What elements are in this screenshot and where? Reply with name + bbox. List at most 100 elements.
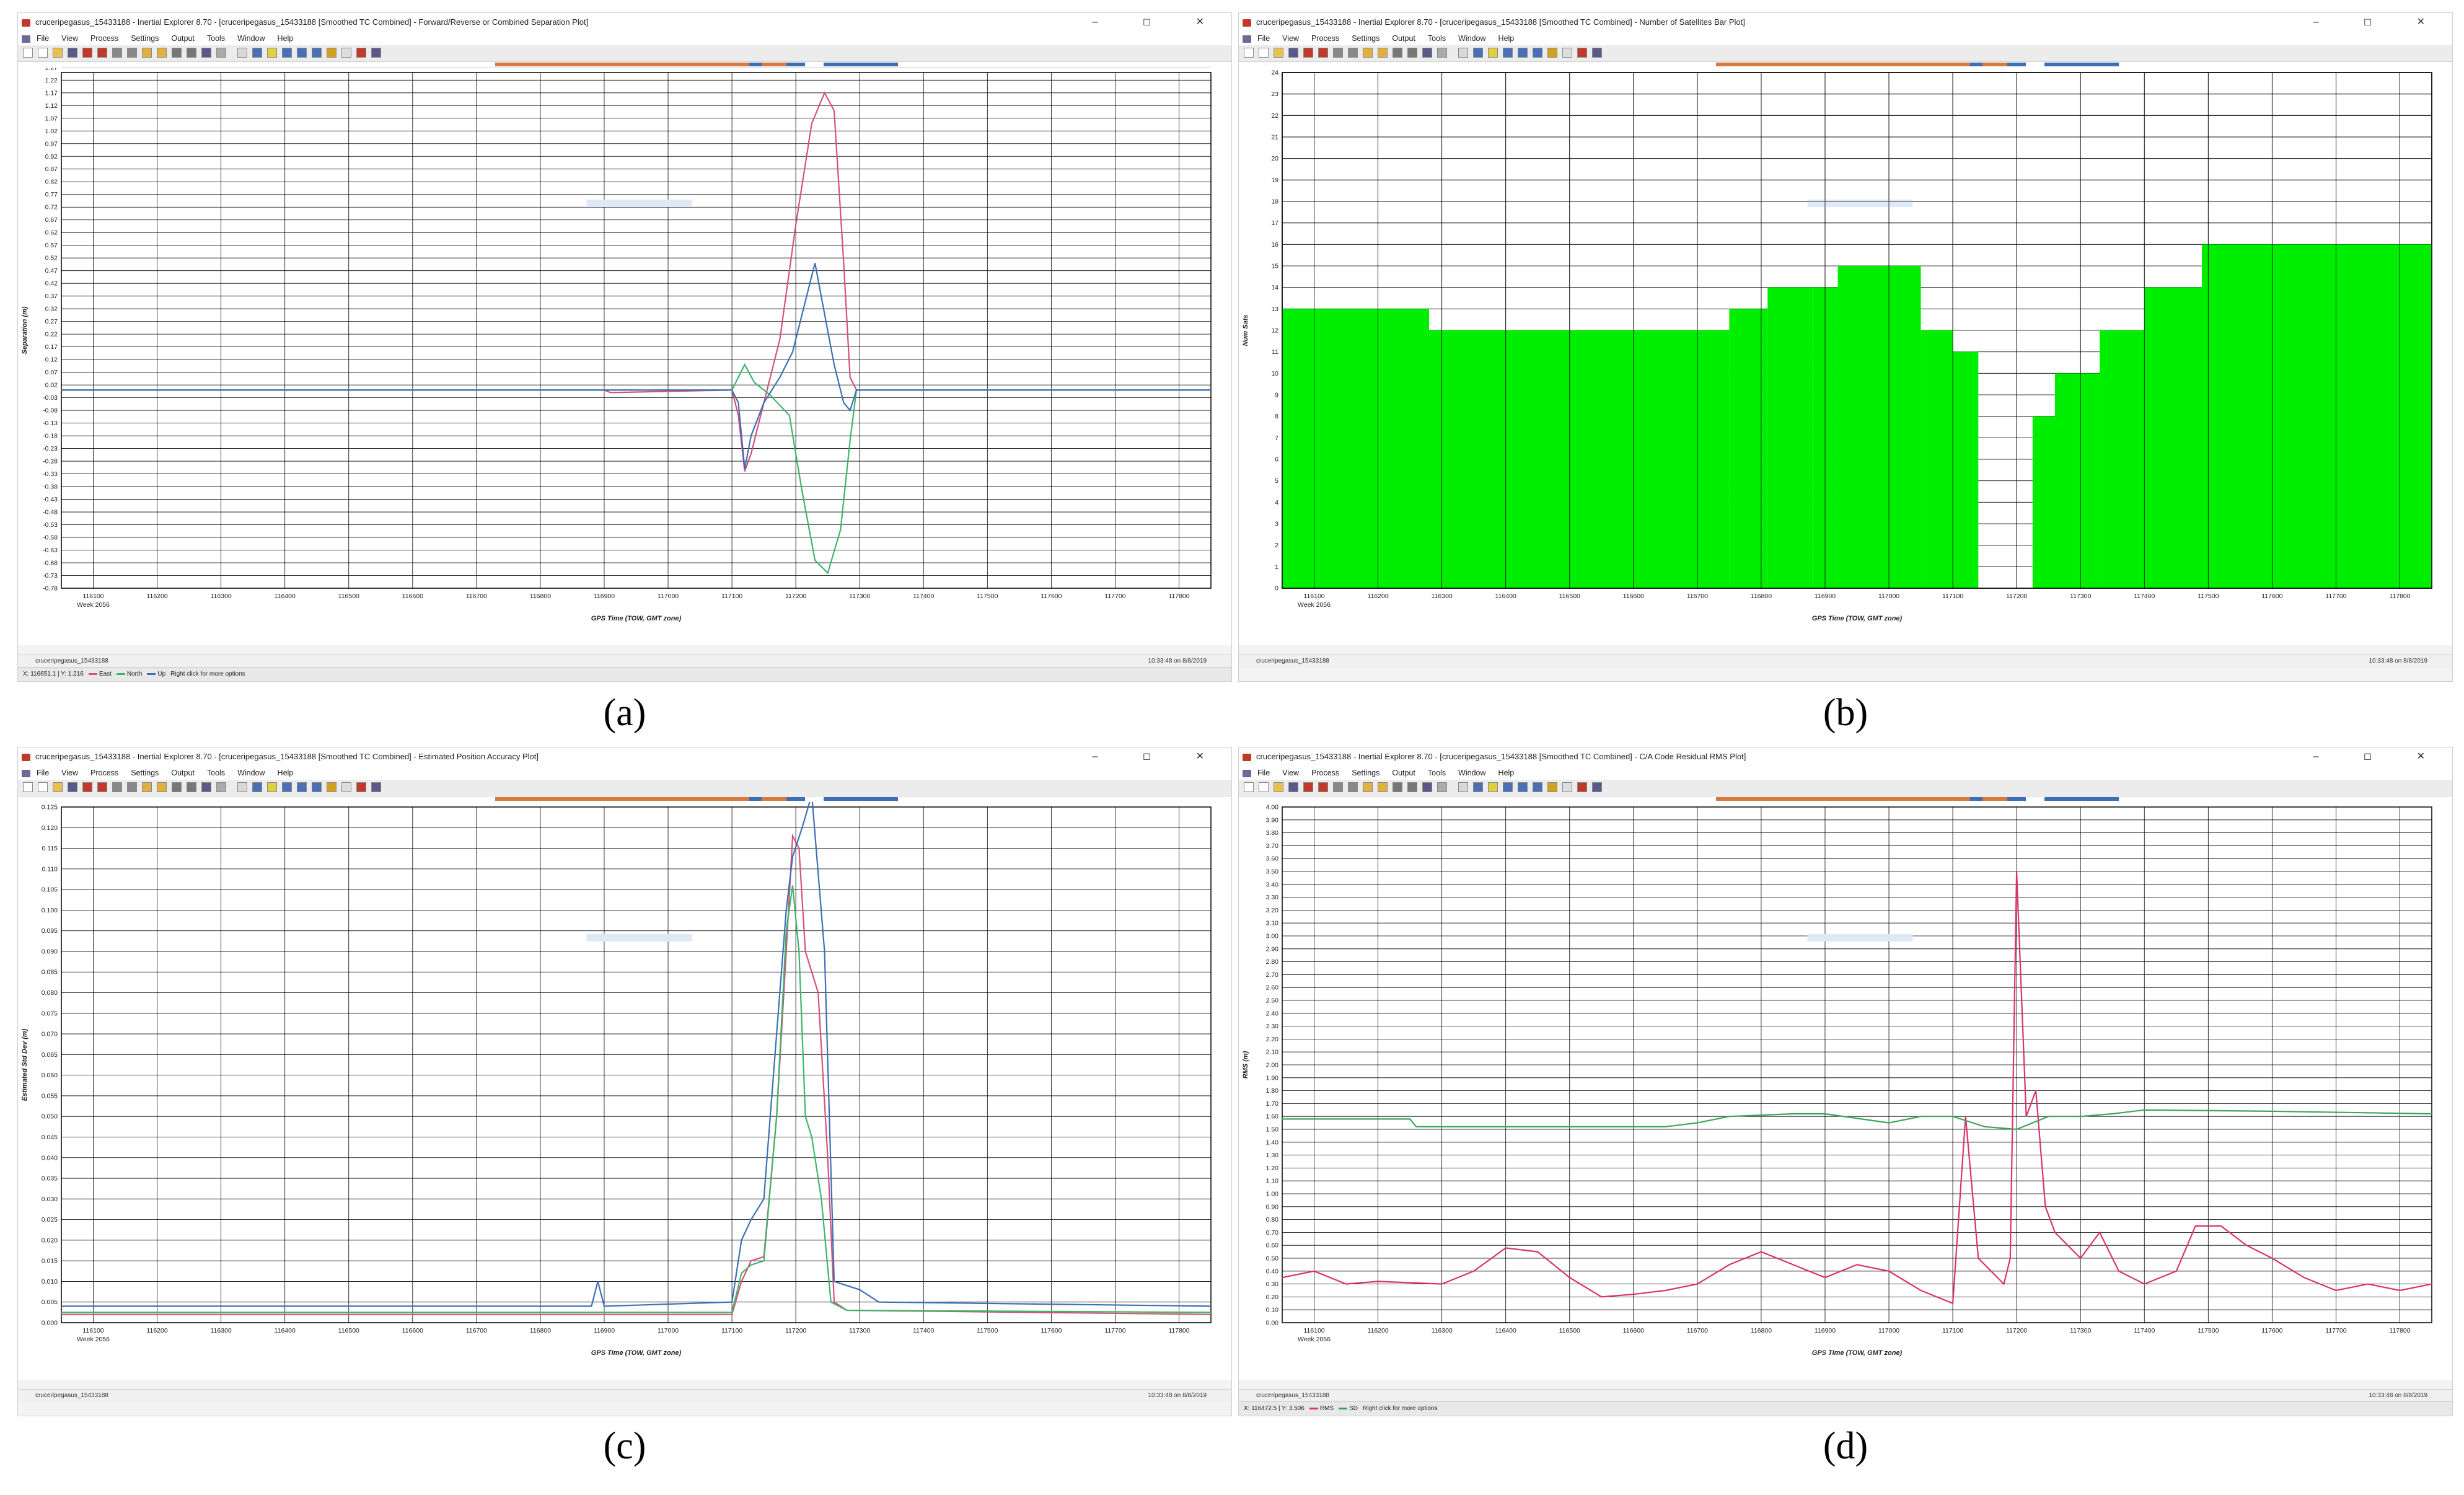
menu-settings[interactable]: Settings xyxy=(131,769,159,777)
chart-svg[interactable]: -0.78 -0.73 -0.68 -0.63 -0.58 -0.53 -0.48 -0.43… xyxy=(18,68,1233,645)
toolbar-button[interactable] xyxy=(216,782,226,792)
menu-help[interactable]: Help xyxy=(1498,34,1515,43)
menu-settings[interactable]: Settings xyxy=(131,34,159,43)
toolbar-button[interactable] xyxy=(1378,782,1388,792)
menu-settings[interactable]: Settings xyxy=(1352,769,1380,777)
toolbar-button[interactable] xyxy=(356,48,366,58)
toolbar-button[interactable] xyxy=(282,48,292,58)
menu-process[interactable]: Process xyxy=(90,34,119,43)
toolbar-button[interactable] xyxy=(1592,48,1602,58)
toolbar-button[interactable] xyxy=(82,782,92,792)
toolbar-button[interactable] xyxy=(327,782,337,792)
toolbar-button[interactable] xyxy=(1518,48,1528,58)
window-controls[interactable]: – ◻ ✕ xyxy=(1092,751,1225,762)
toolbar-button[interactable] xyxy=(312,782,322,792)
time-ruler[interactable] xyxy=(1239,796,2452,802)
menu-tools[interactable]: Tools xyxy=(206,769,226,777)
toolbar-button[interactable] xyxy=(282,782,292,792)
toolbar-button[interactable] xyxy=(1288,48,1298,58)
toolbar-button[interactable] xyxy=(1592,782,1602,792)
toolbar-button[interactable] xyxy=(1458,48,1468,58)
toolbar-button[interactable] xyxy=(53,782,63,792)
toolbar-button[interactable] xyxy=(237,782,247,792)
menu-output[interactable]: Output xyxy=(1392,769,1415,777)
toolbar-button[interactable] xyxy=(1363,48,1373,58)
toolbar-button[interactable] xyxy=(341,782,351,792)
toolbar-button[interactable] xyxy=(201,48,211,58)
toolbar-button[interactable] xyxy=(371,782,381,792)
toolbar-button[interactable] xyxy=(371,48,381,58)
toolbar-button[interactable] xyxy=(1303,782,1313,792)
toolbar-button[interactable] xyxy=(1333,782,1343,792)
toolbar-button[interactable] xyxy=(38,782,48,792)
toolbar-button[interactable] xyxy=(1473,48,1483,58)
menu-tools[interactable]: Tools xyxy=(1427,769,1446,777)
toolbar-button[interactable] xyxy=(97,782,107,792)
toolbar-button[interactable] xyxy=(53,48,63,58)
toolbar-button[interactable] xyxy=(187,782,196,792)
toolbar-button[interactable] xyxy=(1437,782,1447,792)
toolbar-button[interactable] xyxy=(1503,48,1513,58)
toolbar-button[interactable] xyxy=(172,48,182,58)
toolbar-button[interactable] xyxy=(1274,48,1283,58)
toolbar-button[interactable] xyxy=(23,782,33,792)
toolbar-button[interactable] xyxy=(201,782,211,792)
toolbar-button[interactable] xyxy=(112,782,122,792)
window-controls[interactable]: – ◻ ✕ xyxy=(1092,17,1225,27)
menu-window[interactable]: Window xyxy=(237,34,265,43)
menu-window[interactable]: Window xyxy=(1458,769,1486,777)
toolbar-button[interactable] xyxy=(1562,48,1572,58)
menu-tools[interactable]: Tools xyxy=(1427,34,1446,43)
time-ruler[interactable] xyxy=(18,796,1231,802)
menu-window[interactable]: Window xyxy=(1458,34,1486,43)
toolbar-button[interactable] xyxy=(1518,782,1528,792)
toolbar-button[interactable] xyxy=(1503,782,1513,792)
toolbar-button[interactable] xyxy=(1303,48,1313,58)
toolbar-button[interactable] xyxy=(1458,782,1468,792)
menu-view[interactable]: View xyxy=(61,769,79,777)
menu-file[interactable]: File xyxy=(1257,34,1270,43)
menu-help[interactable]: Help xyxy=(277,34,294,43)
toolbar-button[interactable] xyxy=(312,48,322,58)
chart-svg[interactable]: 0123456789101112131415161718192021222324… xyxy=(1239,68,2453,645)
menu-view[interactable]: View xyxy=(61,34,79,43)
toolbar-button[interactable] xyxy=(68,782,77,792)
toolbar-button[interactable] xyxy=(142,782,152,792)
toolbar-button[interactable] xyxy=(356,782,366,792)
toolbar-button[interactable] xyxy=(172,782,182,792)
time-ruler[interactable] xyxy=(1239,62,2452,68)
toolbar-button[interactable] xyxy=(1244,782,1254,792)
toolbar-button[interactable] xyxy=(1407,782,1417,792)
toolbar-button[interactable] xyxy=(23,48,33,58)
toolbar-button[interactable] xyxy=(1288,782,1298,792)
menu-view[interactable]: View xyxy=(1282,769,1300,777)
toolbar-button[interactable] xyxy=(1333,48,1343,58)
toolbar-button[interactable] xyxy=(157,48,167,58)
toolbar-button[interactable] xyxy=(1348,48,1358,58)
menu-window[interactable]: Window xyxy=(237,769,265,777)
toolbar-button[interactable] xyxy=(297,782,307,792)
toolbar-button[interactable] xyxy=(38,48,48,58)
toolbar-button[interactable] xyxy=(97,48,107,58)
menu-help[interactable]: Help xyxy=(277,769,294,777)
toolbar-button[interactable] xyxy=(127,782,137,792)
menu-file[interactable]: File xyxy=(1257,769,1270,777)
toolbar-button[interactable] xyxy=(1577,782,1587,792)
chart-svg[interactable]: 0.00 0.10 0.20 0.30 0.40 0.50 0.60 0.70 0.80 0.90… xyxy=(1239,802,2453,1380)
toolbar-button[interactable] xyxy=(1348,782,1358,792)
toolbar-button[interactable] xyxy=(1378,48,1388,58)
menu-output[interactable]: Output xyxy=(1392,34,1415,43)
plot-area[interactable]: 0.00 0.10 0.20 0.30 0.40 0.50 0.60 0.70 0.80 0.90… xyxy=(1239,802,2452,1380)
menu-process[interactable]: Process xyxy=(1311,769,1340,777)
window-controls[interactable]: – ◻ ✕ xyxy=(2313,17,2446,27)
toolbar-button[interactable] xyxy=(68,48,77,58)
menu-output[interactable]: Output xyxy=(171,769,195,777)
toolbar-button[interactable] xyxy=(1577,48,1587,58)
chart-svg[interactable]: 0.000 0.005 0.010 0.015 0.020 0.025 0.030 0.035… xyxy=(18,802,1233,1380)
toolbar-button[interactable] xyxy=(1422,48,1432,58)
toolbar-button[interactable] xyxy=(1363,782,1373,792)
toolbar-button[interactable] xyxy=(187,48,196,58)
toolbar-button[interactable] xyxy=(82,48,92,58)
toolbar-button[interactable] xyxy=(237,48,247,58)
toolbar-button[interactable] xyxy=(1422,782,1432,792)
